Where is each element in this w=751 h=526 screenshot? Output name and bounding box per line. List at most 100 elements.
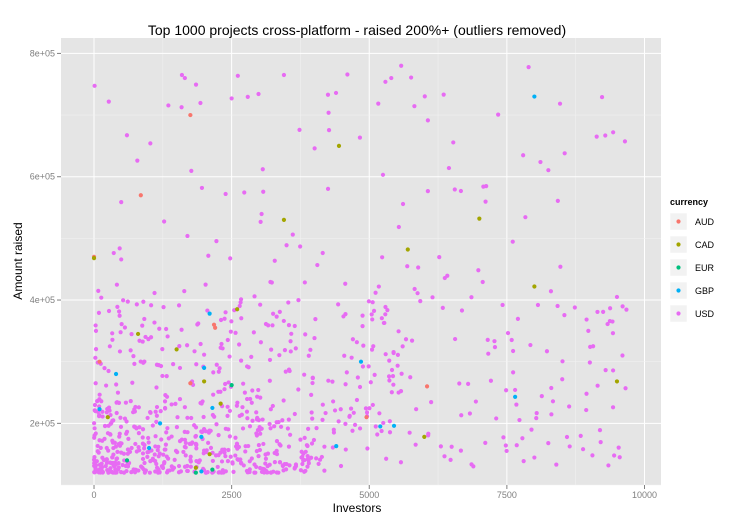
point-usd	[302, 280, 307, 285]
point-usd	[258, 465, 263, 471]
point-usd	[122, 325, 128, 330]
point-usd	[176, 470, 182, 475]
point-usd	[492, 345, 498, 350]
point-usd	[255, 394, 260, 399]
legend-label-cad: CAD	[695, 240, 715, 250]
point-usd	[534, 415, 539, 421]
point-usd	[154, 385, 159, 390]
point-usd	[225, 459, 231, 464]
point-usd	[430, 295, 435, 300]
point-usd	[446, 165, 452, 171]
point-usd	[311, 437, 317, 443]
point-usd	[483, 440, 488, 445]
point-usd	[115, 449, 120, 454]
point-usd	[124, 133, 130, 138]
point-usd	[177, 396, 183, 402]
point-cad	[614, 379, 620, 384]
point-usd	[111, 250, 116, 256]
point-usd	[153, 444, 158, 449]
point-usd	[141, 467, 146, 472]
point-usd	[409, 338, 415, 343]
point-usd	[222, 316, 227, 321]
point-cad	[405, 247, 410, 252]
point-usd	[210, 458, 215, 464]
point-usd	[249, 400, 254, 405]
point-usd	[391, 382, 396, 387]
point-usd	[94, 467, 99, 472]
point-gbp	[358, 359, 364, 364]
point-usd	[422, 94, 427, 99]
point-usd	[175, 450, 180, 455]
point-usd	[156, 444, 161, 449]
point-usd	[578, 433, 583, 439]
point-usd	[140, 323, 145, 328]
point-usd	[107, 344, 112, 349]
point-usd	[223, 454, 228, 459]
point-usd	[395, 352, 401, 357]
point-usd	[261, 441, 266, 447]
point-usd	[369, 312, 374, 317]
point-usd	[218, 317, 224, 323]
point-usd	[360, 324, 365, 329]
point-usd	[192, 349, 197, 354]
point-usd	[241, 381, 246, 386]
point-usd	[343, 312, 348, 317]
point-usd	[194, 458, 199, 464]
point-usd	[357, 384, 363, 390]
point-usd	[115, 400, 120, 405]
point-usd	[99, 295, 104, 300]
point-usd	[360, 364, 366, 369]
point-usd	[469, 295, 474, 300]
point-usd	[306, 353, 311, 358]
point-usd	[452, 336, 458, 342]
point-usd	[603, 133, 608, 138]
point-usd	[368, 380, 373, 385]
point-usd	[597, 428, 603, 433]
point-usd	[237, 413, 242, 419]
point-usd	[459, 308, 465, 313]
point-usd	[521, 153, 526, 158]
point-usd	[299, 449, 304, 454]
point-usd	[162, 461, 167, 466]
point-usd	[395, 363, 400, 368]
point-aud	[213, 325, 218, 330]
point-usd	[325, 186, 331, 191]
point-usd	[466, 381, 471, 386]
y-axis-ticks: 2e+05 4e+05 6e+05 8e+05	[30, 48, 61, 428]
point-gbp	[199, 434, 204, 440]
point-gbp	[378, 424, 383, 429]
point-usd	[440, 305, 445, 310]
point-usd	[587, 360, 592, 365]
point-usd	[361, 343, 366, 348]
point-usd	[231, 469, 236, 475]
point-usd	[114, 410, 119, 416]
point-usd	[442, 454, 447, 459]
point-usd	[118, 330, 123, 335]
point-usd	[389, 367, 395, 373]
point-usd	[189, 415, 194, 421]
point-usd	[308, 347, 313, 352]
point-usd	[268, 426, 273, 431]
point-usd	[198, 400, 203, 406]
point-usd	[217, 366, 222, 371]
point-usd	[416, 265, 421, 270]
point-usd	[256, 454, 261, 459]
point-usd	[290, 232, 295, 237]
point-usd	[381, 420, 386, 426]
point-usd	[97, 412, 102, 418]
point-usd	[206, 253, 211, 258]
point-usd	[546, 441, 551, 446]
point-usd	[399, 371, 404, 376]
point-usd	[296, 387, 301, 392]
point-usd	[357, 426, 363, 431]
point-usd	[129, 332, 134, 337]
point-usd	[272, 258, 277, 263]
point-usd	[317, 457, 323, 462]
point-usd	[484, 184, 489, 189]
point-usd	[185, 233, 190, 239]
point-usd	[601, 309, 606, 315]
point-usd	[354, 340, 359, 345]
point-usd	[288, 349, 293, 354]
point-usd	[267, 357, 273, 363]
point-usd	[387, 419, 392, 424]
